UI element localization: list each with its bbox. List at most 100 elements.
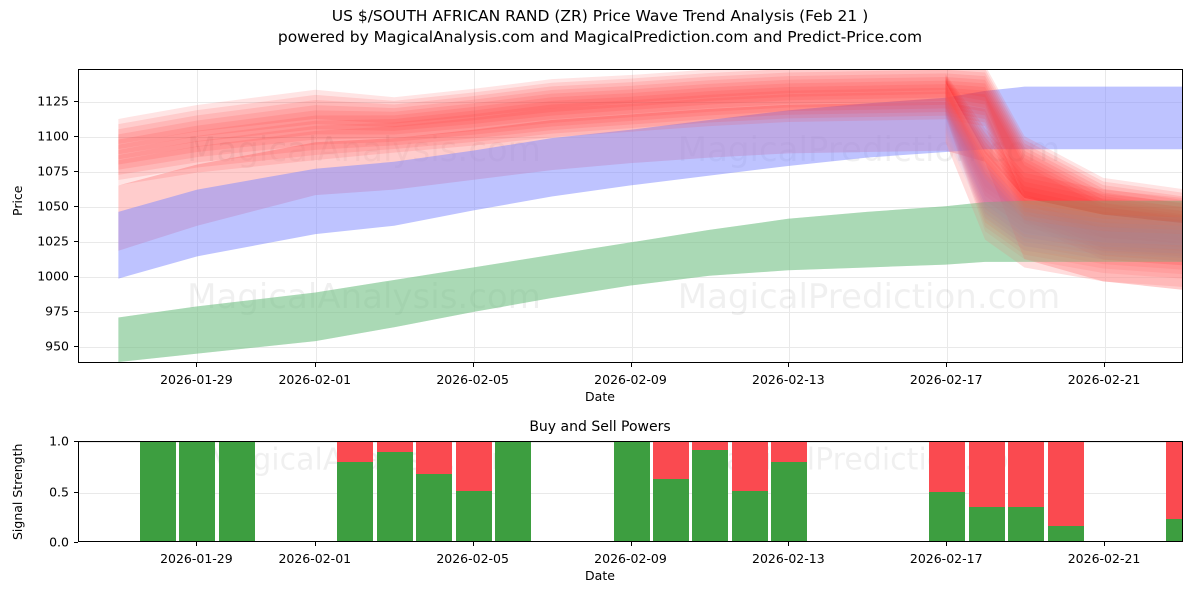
bar-segment-buy bbox=[1166, 518, 1182, 541]
y-tick-mark-4 bbox=[74, 206, 78, 208]
signal-bar[interactable] bbox=[613, 442, 650, 541]
band-pink-tail bbox=[945, 82, 1182, 287]
y-tick-mark-6 bbox=[74, 136, 78, 138]
band-green-wave bbox=[118, 200, 1182, 362]
signal-bar[interactable] bbox=[653, 442, 689, 541]
gridline-h-main-0 bbox=[79, 347, 1182, 349]
band-red-wave-layer-2 bbox=[118, 84, 1182, 258]
band-blue-tail-layer-2 bbox=[945, 103, 1182, 254]
y-tick-mark-2 bbox=[74, 276, 78, 278]
x-tick-mark-6 bbox=[1104, 363, 1106, 367]
bar-segment-buy bbox=[416, 474, 453, 541]
bar-segment-buy bbox=[613, 442, 650, 541]
y-tick-1000: 1000 bbox=[37, 268, 69, 284]
signal-y-tick-0.0: 0.0 bbox=[49, 534, 69, 550]
x-tick-mark-0 bbox=[196, 363, 198, 367]
signal-bar[interactable] bbox=[1047, 442, 1084, 541]
y-tick-mark-3 bbox=[74, 241, 78, 243]
band-red-tail-layer-3 bbox=[945, 81, 1182, 266]
band-red-wave-layer-8 bbox=[118, 70, 1182, 237]
signal-bar[interactable] bbox=[495, 442, 532, 541]
bar-segment-sell bbox=[1008, 442, 1045, 509]
bar-segment-sell bbox=[692, 442, 729, 453]
band-red-tail-layer-2 bbox=[945, 83, 1182, 270]
signal-y-tick-0.5: 0.5 bbox=[49, 484, 69, 499]
signal-bar[interactable] bbox=[455, 442, 492, 541]
band-red-tail-layer-8 bbox=[945, 76, 1182, 243]
signal-bar[interactable] bbox=[1166, 442, 1182, 541]
signal-x-tick-2026-02-21: 2026-02-21 bbox=[1067, 551, 1141, 566]
y-tick-1125: 1125 bbox=[37, 93, 69, 109]
signal-y-tick-mark-1 bbox=[74, 491, 78, 493]
gridline-h-main-3 bbox=[79, 242, 1182, 244]
x-tick-2026-02-05: 2026-02-05 bbox=[436, 372, 509, 387]
gridline-h-main-1 bbox=[79, 312, 1182, 314]
x-tick-mark-5 bbox=[946, 363, 948, 367]
signal-bar[interactable] bbox=[929, 442, 966, 541]
signal-x-tick-2026-02-13: 2026-02-13 bbox=[752, 551, 825, 566]
y-tick-mark-1 bbox=[74, 311, 78, 313]
band-red-tail-layer-7 bbox=[945, 77, 1182, 248]
gridline-v-main-4 bbox=[789, 70, 791, 362]
x-tick-mark-1 bbox=[314, 363, 316, 367]
band-red-tail-layer-9 bbox=[945, 75, 1182, 239]
bar-segment-buy bbox=[376, 452, 413, 541]
signal-bar[interactable] bbox=[968, 442, 1005, 541]
page-title: US $/SOUTH AFRICAN RAND (ZR) Price Wave … bbox=[331, 7, 869, 25]
main-y-axis-label: Price bbox=[10, 185, 25, 217]
band-red-tail-layer-1 bbox=[945, 84, 1182, 275]
signal-bar[interactable] bbox=[139, 442, 176, 541]
band-red-wave-layer-3 bbox=[118, 80, 1182, 255]
band-red-tail-layer-6 bbox=[945, 78, 1182, 252]
band-red-wave-layer-0 bbox=[118, 91, 1182, 266]
band-blue-tail-layer-3 bbox=[945, 99, 1182, 250]
signal-y-axis-label: Signal Strength bbox=[10, 443, 25, 540]
signal-x-tick-mark-5 bbox=[946, 542, 948, 546]
signal-bar[interactable] bbox=[179, 442, 216, 541]
signal-bar[interactable] bbox=[337, 442, 374, 541]
bar-segment-sell bbox=[416, 442, 453, 477]
y-tick-975: 975 bbox=[45, 303, 69, 319]
signal-bar[interactable] bbox=[1008, 442, 1045, 541]
signal-y-tick-mark-0 bbox=[74, 542, 78, 543]
y-tick-mark-7 bbox=[74, 101, 78, 103]
gridline-v-main-2 bbox=[473, 70, 475, 362]
bar-segment-buy bbox=[653, 479, 689, 541]
signal-bar[interactable] bbox=[731, 442, 768, 541]
bar-segment-buy bbox=[139, 442, 176, 541]
bar-segment-sell bbox=[1047, 442, 1084, 528]
signal-x-tick-mark-1 bbox=[314, 542, 316, 546]
signal-x-axis-label: Date bbox=[585, 568, 615, 583]
bar-segment-buy bbox=[929, 491, 966, 541]
bar-segment-sell bbox=[968, 442, 1005, 509]
y-tick-mark-0 bbox=[74, 346, 78, 348]
signal-bar[interactable] bbox=[416, 442, 453, 541]
band-red-wave-layer-6 bbox=[118, 70, 1182, 244]
bar-segment-buy bbox=[968, 506, 1005, 541]
gridline-v-main-5 bbox=[947, 70, 949, 362]
gridline-h-main-2 bbox=[79, 277, 1182, 279]
x-tick-2026-02-09: 2026-02-09 bbox=[594, 372, 667, 387]
page-subtitle: powered by MagicalAnalysis.com and Magic… bbox=[277, 28, 923, 46]
signal-bar[interactable] bbox=[692, 442, 729, 541]
signal-bar[interactable] bbox=[218, 442, 255, 541]
price-wave-bands bbox=[118, 70, 1182, 362]
band-red-wave-layer-1 bbox=[118, 87, 1182, 262]
band-red-tail-layer-5 bbox=[945, 79, 1182, 257]
signal-bar[interactable] bbox=[771, 442, 808, 541]
signal-y-tick-1.0: 1.0 bbox=[49, 433, 69, 449]
chart-title-block: US $/SOUTH AFRICAN RAND (ZR) Price Wave … bbox=[0, 6, 1200, 48]
signal-x-tick-mark-6 bbox=[1104, 542, 1106, 546]
x-tick-mark-3 bbox=[630, 363, 632, 367]
band-blue-wave bbox=[118, 86, 1182, 279]
signal-x-tick-2026-02-17: 2026-02-17 bbox=[909, 551, 983, 566]
signal-bar[interactable] bbox=[376, 442, 413, 541]
y-tick-950: 950 bbox=[45, 338, 69, 354]
bar-segment-sell bbox=[455, 442, 492, 493]
band-red-wave-layer-5 bbox=[118, 73, 1182, 248]
band-red-tail-layer-4 bbox=[945, 80, 1182, 261]
x-tick-2026-01-29: 2026-01-29 bbox=[160, 372, 233, 387]
x-tick-2026-02-01: 2026-02-01 bbox=[278, 372, 352, 387]
gridline-v-main-6 bbox=[1105, 70, 1107, 362]
